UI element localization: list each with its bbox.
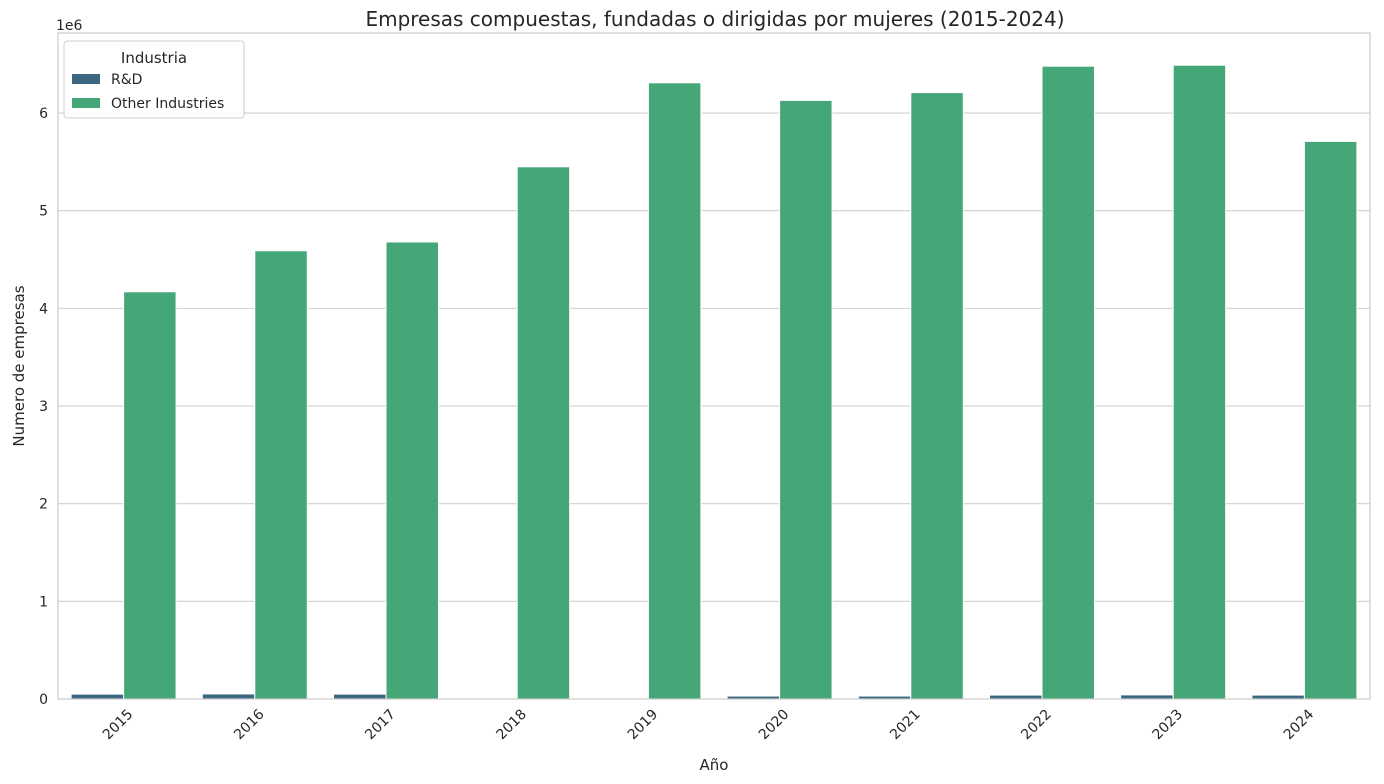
plot-frame [57,32,1371,700]
legend-box [63,40,245,119]
y-tick-label: 2 [39,497,48,513]
legend: Industria R&D Other Industries [63,40,245,119]
y-axis-label: Numero de empresas [10,285,28,446]
bar-other-industries-2017 [385,241,439,700]
bar-rd-2017 [333,693,387,700]
x-tick-label: 2023 [1150,707,1187,744]
y-axis-ticks: 0 1 2 3 4 5 6 [39,106,48,708]
x-tick-label: 2015 [100,707,137,744]
legend-title: Industria [121,49,187,67]
x-tick-label: 2016 [231,706,268,743]
bar-other-industries-2020 [779,99,833,700]
x-tick-label: 2024 [1281,706,1318,743]
bar-other-industries-2022 [1041,65,1095,700]
bar-rd-2015 [70,693,125,700]
y-offset-label: 1e6 [56,18,83,34]
bar-other-industries-2023 [1172,64,1227,700]
legend-swatch-other-industries [72,98,100,108]
bar-other-industries-2015 [123,291,177,700]
x-tick-label: 2018 [494,707,531,744]
bar-rd-2016 [201,693,256,700]
y-tick-label: 5 [39,204,48,220]
y-tick-label: 6 [39,106,48,122]
y-tick-label: 4 [39,301,48,317]
bar-other-industries-2021 [910,92,964,700]
legend-label: Other Industries [111,96,224,112]
x-tick-label: 2017 [362,707,399,744]
y-tick-label: 0 [39,692,48,708]
x-tick-label: 2021 [887,707,924,744]
x-axis-ticks: 2015 2016 2017 2018 2019 2020 2021 2022 2023 2024 [100,706,1317,743]
chart-title: Empresas compuestas, fundadas o dirigida… [365,7,1064,31]
legend-label: R&D [111,72,142,88]
bar-other-industries-2018 [516,166,571,700]
y-tick-label: 1 [39,594,48,610]
y-tick-label: 3 [39,399,48,415]
x-tick-label: 2020 [756,707,793,744]
legend-swatch-rd [72,74,100,84]
bar-other-industries-2016 [254,250,308,700]
bar-other-industries-2019 [647,82,702,700]
x-axis-label: Año [700,756,729,774]
bar-other-industries-2024 [1303,140,1358,700]
x-tick-label: 2022 [1018,707,1055,744]
x-tick-label: 2019 [625,707,662,744]
bars [70,64,1358,700]
